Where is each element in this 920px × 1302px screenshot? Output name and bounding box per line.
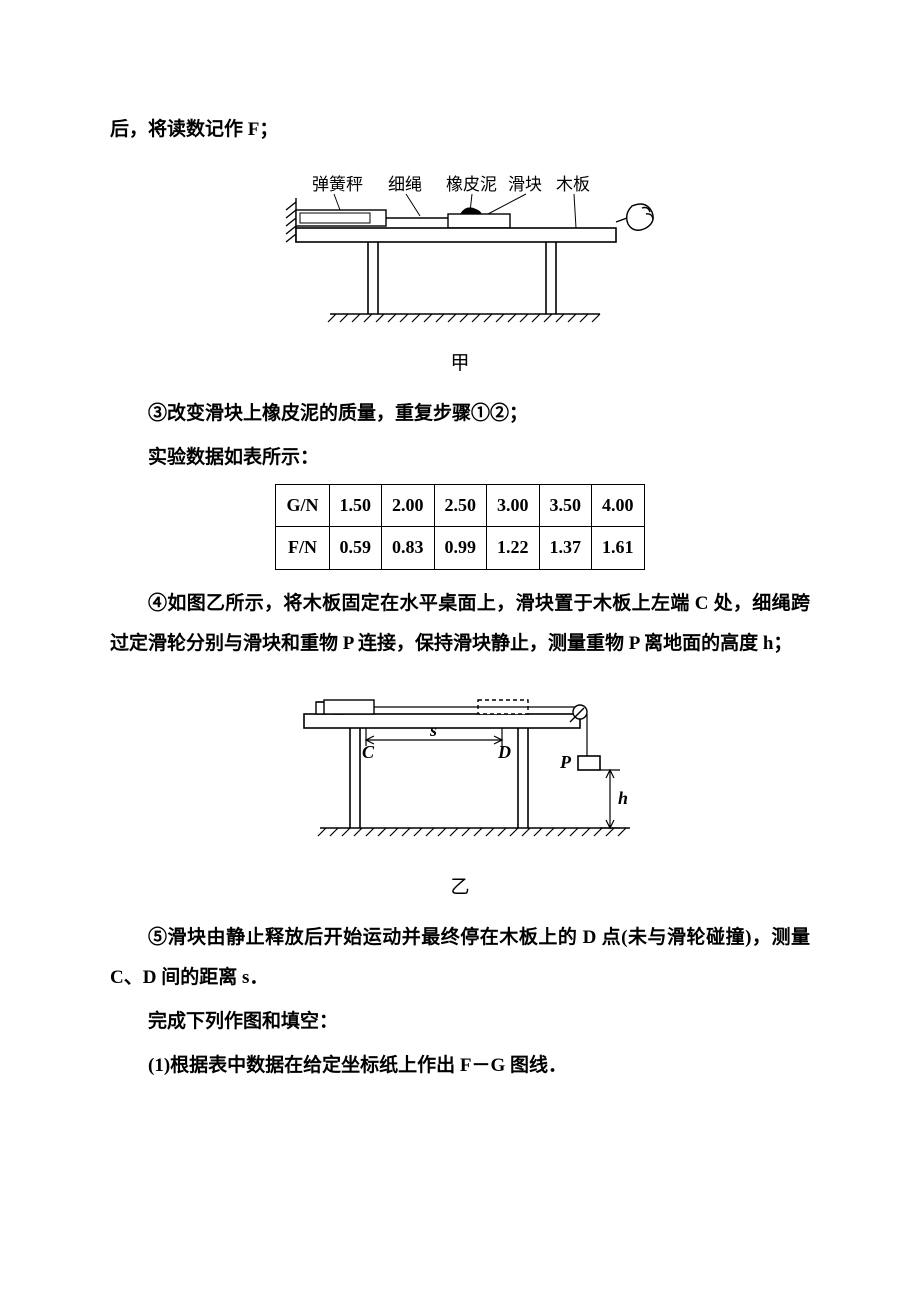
header-G: G/N [276, 484, 329, 527]
figure-yi: s C D P h 乙 [110, 678, 810, 908]
cell: 3.50 [539, 484, 592, 527]
cell: 0.99 [434, 527, 487, 570]
figure-jia: 弹簧秤 细绳 橡皮泥 滑块 木板 甲 [110, 164, 810, 384]
cell: 0.59 [329, 527, 382, 570]
label-h: h [618, 788, 628, 808]
label-s: s [429, 720, 437, 740]
label-D: D [497, 742, 511, 762]
cell: 1.61 [592, 527, 645, 570]
figure-jia-caption: 甲 [110, 344, 810, 384]
cell: 1.22 [487, 527, 540, 570]
label-slider: 滑块 [508, 175, 542, 194]
cell: 1.50 [329, 484, 382, 527]
cell: 2.00 [382, 484, 435, 527]
question-1: (1)根据表中数据在给定坐标纸上作出 F－G 图线． [110, 1046, 810, 1086]
table-row-F: F/N 0.59 0.83 0.99 1.22 1.37 1.61 [276, 527, 644, 570]
cell: 4.00 [592, 484, 645, 527]
step-3: ③改变滑块上橡皮泥的质量，重复步骤①②； [110, 394, 810, 434]
table-row-G: G/N 1.50 2.00 2.50 3.00 3.50 4.00 [276, 484, 644, 527]
label-board: 木板 [556, 175, 590, 194]
label-spring: 弹簧秤 [312, 175, 363, 194]
data-table: G/N 1.50 2.00 2.50 3.00 3.50 4.00 F/N 0.… [275, 484, 644, 571]
data-intro: 实验数据如表所示： [110, 438, 810, 478]
label-C: C [362, 742, 375, 762]
line-continuation: 后，将读数记作 F； [110, 110, 810, 150]
label-putty: 橡皮泥 [446, 175, 497, 194]
header-F: F/N [276, 527, 329, 570]
step-4: ④如图乙所示，将木板固定在水平桌面上，滑块置于木板上左端 C 处，细绳跨过定滑轮… [110, 584, 810, 664]
cell: 3.00 [487, 484, 540, 527]
prompt: 完成下列作图和填空： [110, 1002, 810, 1042]
label-P: P [559, 752, 572, 772]
cell: 1.37 [539, 527, 592, 570]
cell: 2.50 [434, 484, 487, 527]
cell: 0.83 [382, 527, 435, 570]
figure-yi-caption: 乙 [110, 868, 810, 908]
label-rope: 细绳 [388, 175, 422, 194]
step-5: ⑤滑块由静止释放后开始运动并最终停在木板上的 D 点(未与滑轮碰撞)，测量 C、… [110, 918, 810, 998]
